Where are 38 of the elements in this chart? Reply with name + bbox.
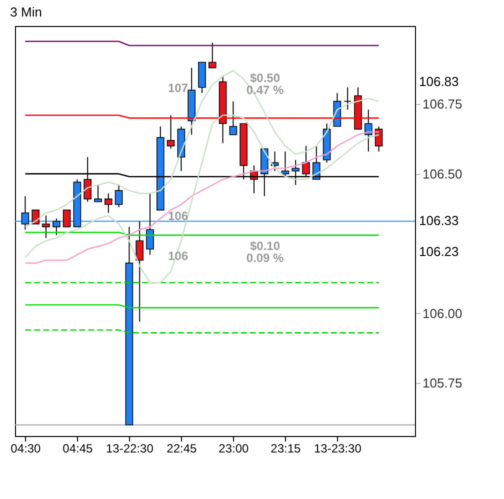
ref-line-label: 106.33 bbox=[419, 213, 459, 228]
candlestick bbox=[94, 184, 102, 202]
annotation: 0.47 % bbox=[246, 83, 284, 97]
chart-title: 3 Min bbox=[10, 4, 42, 20]
candlestick bbox=[208, 42, 216, 68]
y-tick-label: 106.00 bbox=[422, 306, 462, 321]
x-tick-label: 23:00 bbox=[218, 442, 250, 456]
candlestick bbox=[32, 210, 40, 224]
y-tick-label: 105.75 bbox=[422, 376, 462, 391]
annotation: 106 bbox=[168, 209, 188, 223]
annotation: 0.09 % bbox=[246, 251, 284, 265]
candlestick bbox=[146, 192, 154, 256]
candlestick bbox=[344, 86, 352, 110]
candlestick bbox=[166, 114, 175, 150]
x-tick-label: 13-23:30 bbox=[314, 442, 362, 456]
candlestick bbox=[229, 100, 238, 136]
y-tick-label: 106.50 bbox=[422, 166, 462, 182]
x-tick-label: 13-22:30 bbox=[106, 442, 154, 456]
x-tick-label: 04:30 bbox=[10, 442, 42, 456]
x-tick-label: 22:45 bbox=[166, 442, 198, 456]
x-tick-label: 04:45 bbox=[62, 442, 94, 456]
annotation: $0.50 bbox=[250, 71, 280, 85]
x-tick-label: 23:15 bbox=[270, 442, 302, 456]
candlestick bbox=[21, 196, 30, 230]
text: 106.23 bbox=[419, 244, 459, 259]
line-series bbox=[24, 70, 380, 228]
candlestick bbox=[136, 220, 144, 322]
candlestick bbox=[114, 184, 123, 208]
text: 106.83 bbox=[419, 74, 459, 89]
candlestick bbox=[364, 109, 372, 152]
candlestick bbox=[62, 210, 71, 228]
y-tick-label: 106.75 bbox=[422, 96, 462, 112]
annotation: 106 bbox=[168, 249, 188, 263]
candlestick bbox=[52, 218, 60, 236]
annotation: 107 bbox=[168, 81, 188, 95]
candlestick bbox=[104, 192, 112, 214]
candlestick bbox=[42, 215, 50, 238]
annotation: $0.10 bbox=[250, 239, 280, 253]
